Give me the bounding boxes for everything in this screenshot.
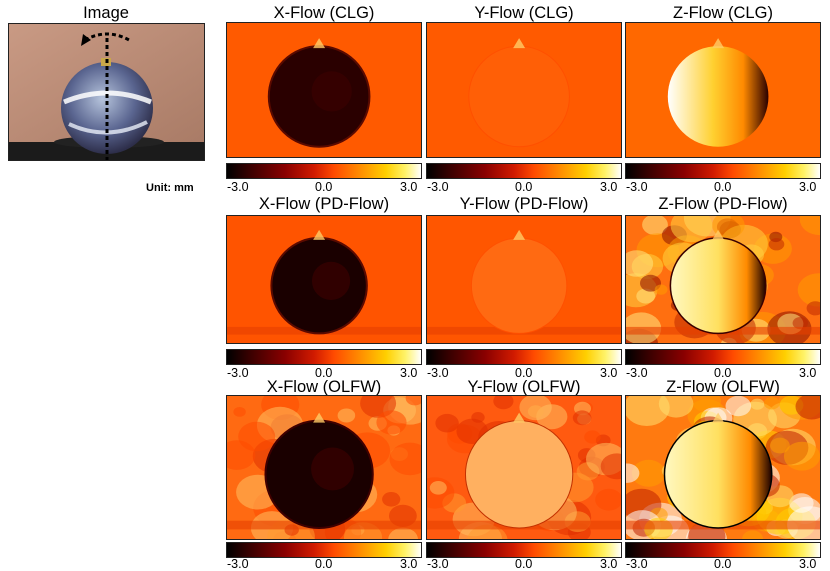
- y-flow-clg-colorbar: [426, 163, 622, 179]
- x-flow-olfw-map: [226, 395, 422, 540]
- z-flow-olfw-colorbar-min-tick: -3.0: [626, 557, 648, 571]
- y-flow-olfw-colorbar: [426, 542, 622, 558]
- x-flow-pd-flow-colorbar-max-tick: 3.0: [400, 366, 418, 380]
- image-title: Image: [83, 4, 129, 22]
- z-flow-clg-colorbar: [625, 163, 821, 179]
- x-flow-olfw-colorbar: [226, 542, 422, 558]
- z-flow-clg-map: [625, 22, 821, 158]
- y-flow-olfw-map: [426, 395, 622, 540]
- y-flow-pd-flow-colorbar-max-tick: 3.0: [600, 366, 618, 380]
- y-flow-clg-colorbar-min-tick: -3.0: [427, 180, 449, 194]
- z-flow-pd-flow-colorbar-min-tick: -3.0: [626, 366, 648, 380]
- x-flow-pd-flow-title: X-Flow (PD-Flow): [258, 195, 390, 213]
- y-flow-clg-colorbar-mid-tick: 0.0: [515, 180, 533, 194]
- x-flow-olfw-colorbar-mid-tick: 0.0: [315, 557, 333, 571]
- x-flow-clg-colorbar-min-tick: -3.0: [227, 180, 249, 194]
- z-flow-olfw-colorbar-max-tick: 3.0: [799, 557, 817, 571]
- y-flow-clg-title: Y-Flow (CLG): [474, 4, 574, 22]
- z-flow-clg-colorbar-min-tick: -3.0: [626, 180, 648, 194]
- y-flow-pd-flow-title: Y-Flow (PD-Flow): [459, 195, 589, 213]
- y-flow-clg-colorbar-max-tick: 3.0: [600, 180, 618, 194]
- x-flow-olfw-colorbar-max-tick: 3.0: [400, 557, 418, 571]
- z-flow-pd-flow-title: Z-Flow (PD-Flow): [658, 195, 788, 213]
- x-flow-pd-flow-map: [226, 215, 422, 344]
- unit-label: Unit: mm: [146, 182, 194, 194]
- z-flow-olfw-map: [625, 395, 821, 540]
- y-flow-pd-flow-colorbar-min-tick: -3.0: [427, 366, 449, 380]
- y-flow-pd-flow-colorbar: [426, 349, 622, 365]
- z-flow-pd-flow-colorbar-max-tick: 3.0: [799, 366, 817, 380]
- x-flow-pd-flow-colorbar-mid-tick: 0.0: [315, 366, 333, 380]
- z-flow-clg-title: Z-Flow (CLG): [673, 4, 773, 22]
- x-flow-olfw-colorbar-min-tick: -3.0: [227, 557, 249, 571]
- x-flow-pd-flow-colorbar-min-tick: -3.0: [227, 366, 249, 380]
- y-flow-olfw-colorbar-max-tick: 3.0: [600, 557, 618, 571]
- x-flow-clg-title: X-Flow (CLG): [273, 4, 375, 22]
- z-flow-pd-flow-colorbar: [625, 349, 821, 365]
- x-flow-pd-flow-colorbar: [226, 349, 422, 365]
- y-flow-pd-flow-map: [426, 215, 622, 344]
- z-flow-pd-flow-map: [625, 215, 821, 344]
- y-flow-olfw-colorbar-mid-tick: 0.0: [515, 557, 533, 571]
- x-flow-clg-map: [226, 22, 422, 158]
- y-flow-pd-flow-colorbar-mid-tick: 0.0: [515, 366, 533, 380]
- x-flow-olfw-title: X-Flow (OLFW): [266, 378, 382, 396]
- z-flow-olfw-colorbar-mid-tick: 0.0: [714, 557, 732, 571]
- y-flow-olfw-title: Y-Flow (OLFW): [467, 378, 581, 396]
- z-flow-olfw-colorbar: [625, 542, 821, 558]
- x-flow-clg-colorbar-mid-tick: 0.0: [315, 180, 333, 194]
- scene-image: [8, 23, 205, 161]
- x-flow-clg-colorbar-max-tick: 3.0: [400, 180, 418, 194]
- x-flow-clg-colorbar: [226, 163, 422, 179]
- z-flow-olfw-title: Z-Flow (OLFW): [666, 378, 780, 396]
- z-flow-pd-flow-colorbar-mid-tick: 0.0: [714, 366, 732, 380]
- z-flow-clg-colorbar-mid-tick: 0.0: [714, 180, 732, 194]
- z-flow-clg-colorbar-max-tick: 3.0: [799, 180, 817, 194]
- y-flow-clg-map: [426, 22, 622, 158]
- y-flow-olfw-colorbar-min-tick: -3.0: [427, 557, 449, 571]
